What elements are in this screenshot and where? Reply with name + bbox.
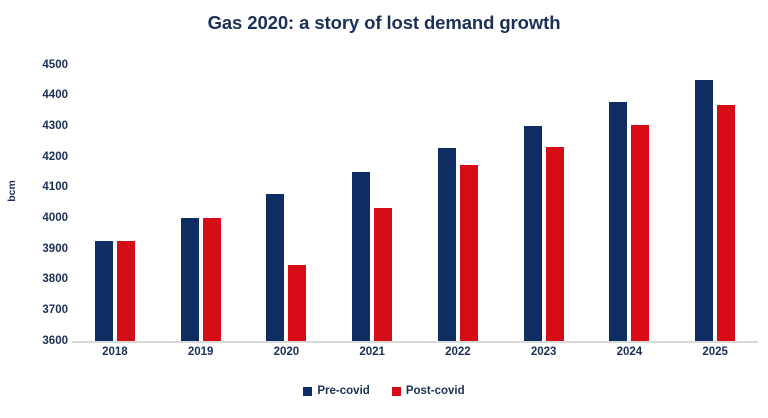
bar-post-covid-2021[interactable] [374, 207, 393, 341]
bar-pre-covid-2020[interactable] [266, 193, 285, 341]
y-axis-tick-4400: 4400 [42, 89, 68, 102]
y-axis-tick-4300: 4300 [42, 119, 68, 132]
y-axis-tick-labels: 4500 4400 4300 4200 4100 4000 3900 3800 3700 3600 [24, 55, 68, 355]
legend-label: Post-covid [405, 385, 465, 397]
x-axis-label-2024: 2024 [616, 346, 643, 358]
bar-pre-covid-2023[interactable] [523, 126, 542, 341]
bar-post-covid-2020[interactable] [288, 264, 307, 341]
bar-post-covid-2025[interactable] [717, 104, 736, 341]
bar-post-covid-2023[interactable] [545, 147, 564, 341]
bar-group-2021 [352, 65, 393, 341]
bar-post-covid-2018[interactable] [116, 241, 135, 341]
x-axis-label-2019: 2019 [187, 346, 214, 358]
x-axis-label-2022: 2022 [445, 346, 471, 358]
bar-post-covid-2019[interactable] [202, 218, 221, 341]
x-axis-baseline [72, 341, 758, 343]
bar-group-2022 [437, 65, 478, 341]
bar-group-2019 [180, 65, 221, 341]
bar-post-covid-2024[interactable] [631, 124, 650, 341]
bar-post-covid-2022[interactable] [459, 164, 478, 341]
x-axis-label-2020: 2020 [273, 346, 300, 358]
y-axis-tick-4000: 4000 [42, 211, 68, 224]
legend-swatch-icon-post-covid [391, 386, 401, 396]
bar-group-2020 [266, 65, 307, 341]
y-axis-tick-4200: 4200 [42, 150, 68, 163]
x-axis-label-2018: 2018 [102, 346, 128, 358]
x-axis-label-2025: 2025 [702, 346, 728, 358]
bar-pre-covid-2018[interactable] [94, 241, 113, 341]
y-axis-tick-3600: 3600 [42, 334, 68, 347]
y-axis-tick-4100: 4100 [42, 181, 68, 194]
legend-swatch-icon-pre-covid [303, 386, 313, 396]
y-axis-tick-3700: 3700 [42, 303, 68, 316]
y-axis-tick-3900: 3900 [42, 242, 68, 255]
bar-group-2024 [609, 65, 650, 341]
legend-item-post-covid[interactable]: Post-covid [391, 385, 465, 397]
legend-label: Pre-covid [317, 385, 370, 397]
bar-group-2018 [94, 65, 135, 341]
bar-pre-covid-2022[interactable] [437, 147, 456, 341]
chart-legend: Pre-covid Post-covid [0, 385, 768, 397]
y-axis-tick-3800: 3800 [42, 273, 68, 286]
legend-item-pre-covid[interactable]: Pre-covid [303, 385, 370, 397]
y-axis-title: bcm [6, 180, 18, 202]
bar-group-2023 [523, 65, 564, 341]
bar-pre-covid-2025[interactable] [695, 80, 714, 341]
chart-title: Gas 2020: a story of lost demand growth [207, 12, 561, 33]
plot-area [72, 65, 758, 341]
bar-group-2025 [695, 65, 736, 341]
bar-pre-covid-2024[interactable] [609, 101, 628, 341]
bar-pre-covid-2021[interactable] [352, 172, 371, 341]
y-axis-tick-4500: 4500 [42, 58, 68, 71]
x-axis-label-2021: 2021 [359, 346, 385, 358]
x-axis-label-2023: 2023 [530, 346, 557, 358]
bar-pre-covid-2019[interactable] [180, 218, 199, 341]
